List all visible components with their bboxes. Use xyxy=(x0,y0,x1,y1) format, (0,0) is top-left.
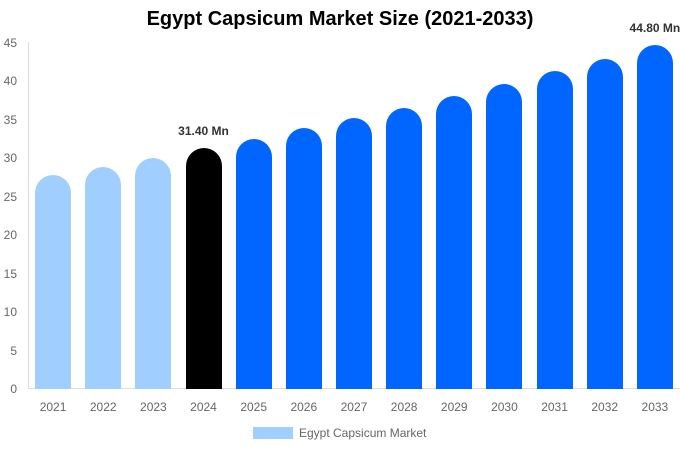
bar-2030[interactable] xyxy=(486,83,523,389)
y-tick-label: 40 xyxy=(3,74,17,89)
y-axis-line xyxy=(28,42,29,389)
y-tick-label: 35 xyxy=(3,112,17,127)
x-tick-label: 2026 xyxy=(290,400,318,414)
bar-2024[interactable] xyxy=(185,147,222,389)
x-tick-label: 2023 xyxy=(140,400,167,414)
x-tick-label: 2024 xyxy=(190,400,217,414)
x-tick-label: 2022 xyxy=(89,400,117,414)
bar-2032[interactable] xyxy=(586,59,623,389)
data-label-2024: 31.40 Mn xyxy=(178,123,229,138)
x-tick-label: 2029 xyxy=(440,400,468,414)
legend[interactable]: Egypt Capsicum Market xyxy=(253,426,426,440)
bar-2022[interactable] xyxy=(85,166,122,389)
y-tick-label: 15 xyxy=(3,266,17,281)
data-label-2033: 44.80 Mn xyxy=(629,20,680,35)
legend-label: Egypt Capsicum Market xyxy=(299,426,427,440)
x-tick-label: 2033 xyxy=(641,400,669,414)
bar-2021[interactable] xyxy=(35,175,72,389)
y-tick-label: 10 xyxy=(3,305,17,320)
y-tick-label: 30 xyxy=(3,151,17,166)
x-tick-label: 2030 xyxy=(491,400,518,414)
y-tick-label: 25 xyxy=(3,189,17,204)
bar-2023[interactable] xyxy=(135,157,172,389)
x-tick-label: 2027 xyxy=(340,400,368,414)
y-tick-label: 20 xyxy=(3,228,17,243)
x-tick-label: 2032 xyxy=(591,400,619,414)
bar-2028[interactable] xyxy=(386,107,423,389)
x-tick-label: 2031 xyxy=(541,400,568,414)
chart-title: Egypt Capsicum Market Size (2021-2033) xyxy=(146,8,534,30)
x-tick-label: 2025 xyxy=(240,400,268,414)
bar-2031[interactable] xyxy=(536,71,573,389)
bar-2025[interactable] xyxy=(235,139,272,389)
x-tick-label: 2028 xyxy=(390,400,418,414)
y-tick-label: 45 xyxy=(3,36,17,50)
bar-2026[interactable] xyxy=(285,128,322,389)
y-tick-label: 5 xyxy=(10,343,17,358)
bar-2033[interactable] xyxy=(636,44,673,389)
legend-swatch xyxy=(253,427,293,439)
bar-2027[interactable] xyxy=(335,118,372,389)
bar-2029[interactable] xyxy=(436,96,473,389)
y-tick-label: 0 xyxy=(10,382,17,396)
x-tick-label: 2021 xyxy=(39,400,67,414)
